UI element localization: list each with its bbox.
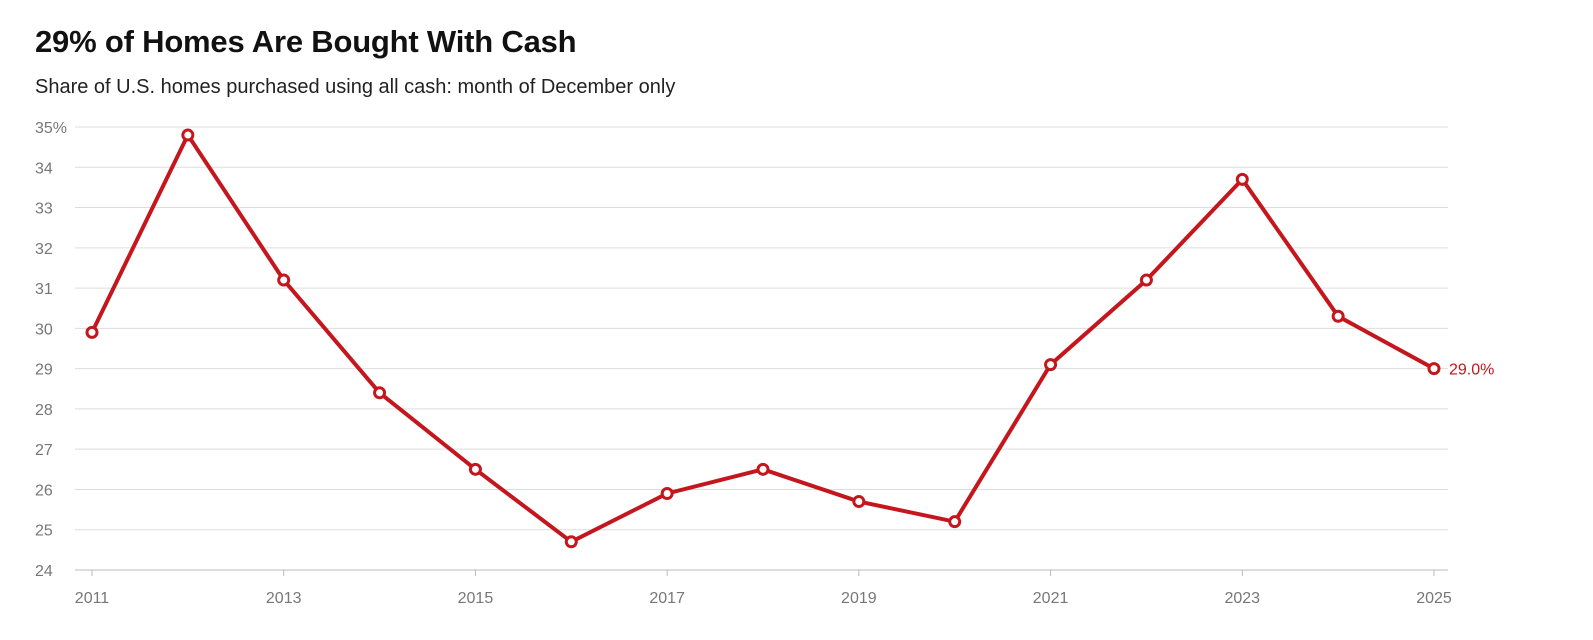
data-point	[1044, 358, 1058, 372]
series-line	[90, 131, 1436, 545]
data-point	[85, 325, 99, 339]
x-tick-label: 2019	[841, 590, 877, 607]
y-tick-label: 30	[35, 321, 53, 338]
data-point	[181, 128, 195, 142]
x-tick-label: 2017	[649, 590, 685, 607]
data-point	[1139, 273, 1153, 287]
data-point	[660, 486, 674, 500]
x-tick-label: 2021	[1033, 590, 1069, 607]
y-tick-label: 24	[35, 563, 53, 580]
series-layer	[85, 128, 1441, 549]
data-point	[1331, 309, 1345, 323]
data-point	[948, 515, 962, 529]
data-point	[852, 495, 866, 509]
label-layer: 29.0%	[1449, 362, 1494, 379]
x-tick-label: 2011	[75, 590, 110, 607]
data-point	[756, 462, 770, 476]
data-point	[277, 273, 291, 287]
x-tick-label: 2025	[1416, 590, 1452, 607]
y-tick-label: 31	[35, 281, 53, 298]
data-point	[1427, 362, 1441, 376]
gridlines	[75, 126, 1448, 531]
y-tick-label: 32	[35, 241, 53, 258]
data-point	[1235, 172, 1249, 186]
x-tick-label: 2015	[458, 590, 494, 607]
y-tick-label: 29	[35, 362, 53, 379]
data-point	[373, 386, 387, 400]
y-tick-label: 27	[35, 442, 53, 459]
y-tick-label: 35%	[35, 120, 67, 137]
y-tick-label: 26	[35, 482, 53, 499]
x-axis: 2011 2013 2015 2017 2019 2021 2023 2025	[75, 569, 1452, 607]
chart-subtitle: Share of U.S. homes purchased using all …	[35, 76, 676, 98]
y-tick-label: 25	[35, 523, 53, 540]
y-tick-label: 34	[35, 160, 53, 177]
end-value-label: 29.0%	[1449, 362, 1494, 379]
data-point	[564, 535, 578, 549]
y-tick-label: 33	[35, 201, 53, 218]
y-tick-label: 28	[35, 402, 53, 419]
x-tick-label: 2023	[1224, 590, 1260, 607]
y-axis: 24 25 26 27 28 29 30 31 32 33 34 35%	[35, 120, 67, 580]
data-point	[468, 462, 482, 476]
chart-title: 29% of Homes Are Bought With Cash	[35, 24, 577, 59]
x-tick-label: 2013	[266, 590, 302, 607]
